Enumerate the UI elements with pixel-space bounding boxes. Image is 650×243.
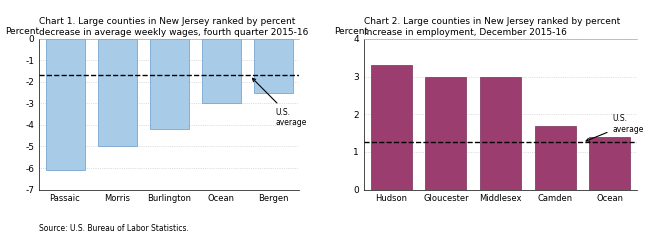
Bar — [590, 137, 630, 190]
Bar — [426, 77, 467, 190]
Text: U.S.
average: U.S. average — [252, 78, 307, 127]
Bar — [202, 39, 240, 104]
Bar — [480, 77, 521, 190]
Text: U.S.
average: U.S. average — [586, 114, 644, 141]
Bar — [254, 39, 292, 93]
Text: Chart 1. Large counties in New Jersey ranked by percent
decrease in average week: Chart 1. Large counties in New Jersey ra… — [39, 17, 308, 37]
Bar — [150, 39, 188, 129]
Text: Source: U.S. Bureau of Labor Statistics.: Source: U.S. Bureau of Labor Statistics. — [39, 224, 189, 233]
Text: Percent: Percent — [334, 27, 368, 36]
Text: Chart 2. Large counties in New Jersey ranked by percent
increase in employment, : Chart 2. Large counties in New Jersey ra… — [364, 17, 620, 37]
Bar — [534, 125, 576, 190]
Bar — [371, 65, 412, 190]
Bar — [46, 39, 84, 170]
Bar — [98, 39, 136, 147]
Text: Percent: Percent — [5, 27, 39, 36]
